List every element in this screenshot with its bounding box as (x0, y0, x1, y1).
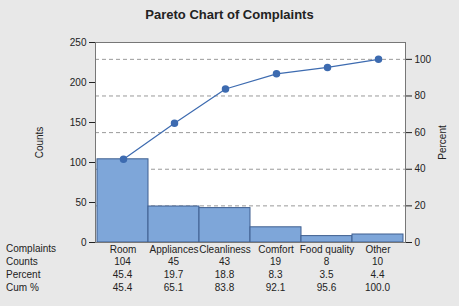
html-text:8.3: 8.3 (268, 269, 283, 280)
html-text:92.1: 92.1 (265, 282, 286, 293)
html-text:4.4: 4.4 (370, 269, 385, 280)
html-text:104: 104 (114, 256, 131, 267)
svg-text:0: 0 (81, 237, 87, 248)
html-text:8: 8 (323, 256, 330, 267)
svg-text:150: 150 (70, 117, 87, 128)
svg-text:20: 20 (415, 200, 427, 211)
svg-text:100: 100 (70, 157, 87, 168)
html-text:100.0: 100.0 (365, 282, 390, 293)
svg-text:Counts: Counts (34, 127, 45, 159)
svg-text:Room: Room (110, 244, 137, 255)
svg-text:100: 100 (415, 54, 432, 65)
html-text:19: 19 (269, 256, 282, 267)
svg-text:0: 0 (415, 237, 421, 248)
html-text:Counts: Counts (6, 256, 38, 267)
html-text:Pareto Chart of Complaints: Pareto Chart of Complaints (145, 7, 314, 22)
html-text:Cum %: Cum % (6, 282, 39, 293)
svg-text:Other: Other (365, 244, 391, 255)
svg-text:Comfort: Comfort (258, 244, 294, 255)
svg-text:Food quality: Food quality (300, 244, 354, 255)
html-text:65.1: 65.1 (163, 282, 184, 293)
html-text:45.4: 45.4 (112, 269, 133, 280)
html-text:43: 43 (218, 256, 231, 267)
html-text:10: 10 (371, 256, 384, 267)
html-text:18.8: 18.8 (214, 269, 235, 280)
svg-text:50: 50 (75, 197, 87, 208)
svg-text:Appliances: Appliances (150, 244, 199, 255)
svg-text:200: 200 (70, 77, 87, 88)
svg-text:Cleanliness: Cleanliness (199, 244, 251, 255)
html-text:Percent: Percent (6, 269, 41, 280)
svg-text:40: 40 (415, 163, 427, 174)
html-text:83.8: 83.8 (214, 282, 235, 293)
html-text:45: 45 (167, 256, 180, 267)
html-text:3.5: 3.5 (319, 269, 334, 280)
html-text:45.4: 45.4 (112, 282, 133, 293)
svg-text:250: 250 (70, 37, 87, 48)
svg-text:Percent: Percent (437, 125, 448, 160)
svg-text:80: 80 (415, 90, 427, 101)
svg-text:60: 60 (415, 127, 427, 138)
html-text:19.7: 19.7 (163, 269, 184, 280)
html-text:Complaints: Complaints (6, 243, 56, 254)
html-text:95.6: 95.6 (316, 282, 337, 293)
